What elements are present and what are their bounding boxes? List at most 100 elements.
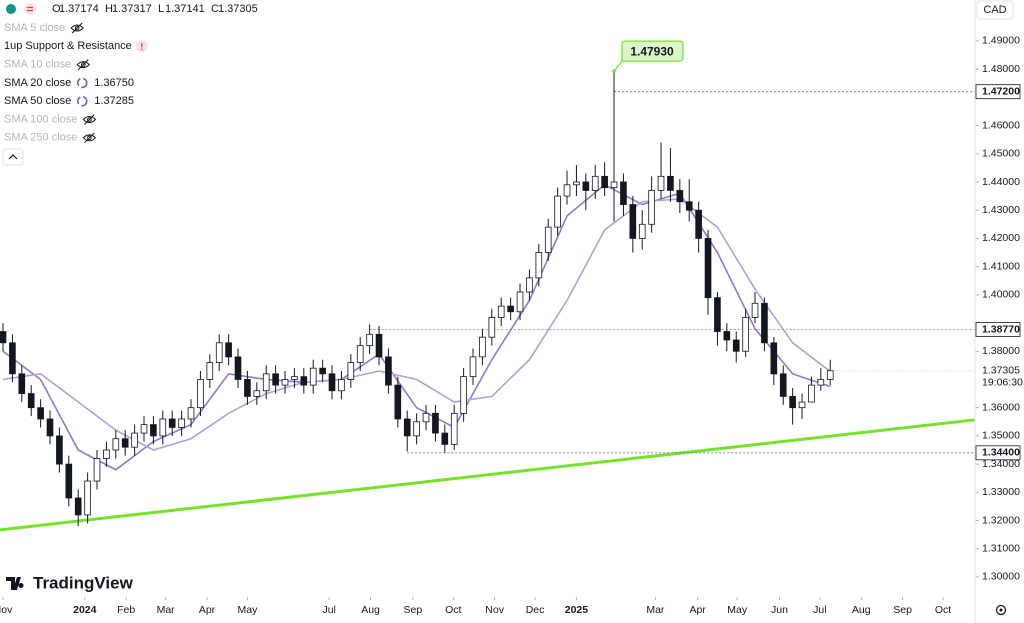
indicator-name[interactable]: SMA 5 close bbox=[4, 22, 65, 34]
candle-body bbox=[18, 373, 26, 394]
visibility-icon[interactable] bbox=[70, 22, 84, 34]
eye-pupil[interactable] bbox=[87, 117, 92, 122]
candle-body bbox=[103, 449, 110, 459]
candle-body bbox=[648, 190, 655, 225]
candle-body bbox=[9, 342, 16, 375]
candle-body bbox=[347, 362, 355, 380]
candle-body bbox=[178, 418, 185, 428]
candle-body bbox=[46, 418, 54, 437]
visibility-icon[interactable] bbox=[82, 132, 97, 144]
x-tick-label: Nov bbox=[485, 604, 504, 616]
candle-body bbox=[159, 418, 167, 437]
last-price-timer: 19:06:30 bbox=[982, 377, 1023, 389]
visibility-icon[interactable] bbox=[76, 59, 90, 70]
candle-body bbox=[563, 184, 571, 197]
y-tick-label: 1.46000 bbox=[982, 119, 1020, 131]
candle-body bbox=[234, 356, 242, 380]
eye-slash[interactable] bbox=[71, 22, 83, 34]
candle-body bbox=[385, 356, 392, 386]
x-tick-label: Oct bbox=[935, 604, 951, 616]
ohlc-key: L bbox=[158, 3, 164, 15]
candle-body bbox=[685, 201, 693, 211]
candle-body bbox=[93, 458, 101, 482]
candle-body bbox=[375, 333, 383, 358]
alert-dot bbox=[141, 48, 143, 51]
collapse-icon[interactable] bbox=[8, 154, 18, 160]
x-tick-label: Jun bbox=[771, 604, 788, 616]
eye-slash[interactable] bbox=[84, 132, 95, 144]
status-icon-lines bbox=[27, 6, 33, 12]
level-label: 1.38770 bbox=[982, 323, 1020, 335]
logo: TradingView bbox=[6, 573, 134, 592]
candle-body bbox=[479, 336, 486, 358]
candle-body bbox=[215, 342, 223, 363]
x-tick-label: Mar bbox=[157, 604, 176, 616]
candle-body bbox=[403, 418, 411, 437]
candle-body bbox=[591, 175, 599, 191]
candle-body bbox=[582, 181, 590, 191]
candle-body bbox=[272, 373, 279, 386]
ohlc-value: 1.37174 bbox=[59, 3, 99, 15]
annotation-label: 1.47930 bbox=[630, 44, 674, 58]
candle-body bbox=[714, 297, 721, 332]
currency[interactable]: CAD bbox=[983, 4, 1006, 16]
candle-body bbox=[751, 302, 759, 318]
trendline bbox=[0, 418, 976, 532]
indicator-name[interactable]: 1up Support & Resistance bbox=[4, 40, 132, 52]
candle-body bbox=[469, 356, 477, 378]
candle-body bbox=[356, 345, 364, 363]
eye-pupil[interactable] bbox=[80, 62, 86, 67]
candle-body bbox=[140, 424, 148, 434]
candle-body bbox=[450, 412, 458, 445]
eye-slash[interactable] bbox=[84, 114, 95, 125]
x-tick-label: Aug bbox=[361, 604, 380, 616]
level-label-box bbox=[975, 84, 1021, 100]
indicator-name[interactable]: SMA 100 close bbox=[4, 113, 77, 125]
series-name[interactable]: SMA 50 close bbox=[4, 95, 71, 107]
candle-body bbox=[225, 342, 232, 358]
x-tick-label: Apr bbox=[199, 604, 216, 616]
status-dot bbox=[6, 4, 16, 14]
x-tick-label: Jul bbox=[813, 604, 826, 616]
candle-body bbox=[281, 379, 289, 386]
candle-body bbox=[610, 181, 618, 189]
candle-body bbox=[516, 291, 524, 313]
candle-body bbox=[244, 379, 251, 397]
candle-body bbox=[817, 379, 825, 386]
currency-box[interactable] bbox=[976, 0, 1014, 20]
candle-body bbox=[422, 412, 430, 423]
x-tick-label: Sep bbox=[404, 604, 423, 616]
eye-pupil[interactable] bbox=[74, 25, 80, 31]
plot-area: 1.47930 bbox=[0, 40, 976, 532]
x-tick-label: Dec bbox=[526, 604, 545, 616]
eye-pupil[interactable] bbox=[87, 135, 92, 141]
collapse-button[interactable] bbox=[2, 148, 24, 166]
y-tick-label: 1.32000 bbox=[982, 514, 1020, 526]
series-name[interactable]: SMA 20 close bbox=[4, 77, 71, 89]
candle-body bbox=[432, 412, 439, 434]
x-tick-label: Apr bbox=[690, 604, 707, 616]
series-value: 1.36750 bbox=[94, 77, 134, 89]
ohlc-value: 1.37305 bbox=[218, 3, 258, 15]
candle-body bbox=[441, 432, 449, 445]
settings-icon-dot[interactable] bbox=[999, 608, 1003, 612]
candle-body bbox=[394, 384, 402, 420]
eye-slash[interactable] bbox=[77, 59, 89, 70]
ohlc-key: O bbox=[52, 3, 61, 15]
visibility-icon[interactable] bbox=[82, 114, 97, 125]
ohlc-value: 1.37317 bbox=[112, 3, 152, 15]
x-tick-label: Aug bbox=[852, 604, 871, 616]
status-icon bbox=[24, 3, 36, 15]
settings-icon[interactable] bbox=[995, 604, 1007, 616]
y-tick-label: 1.44000 bbox=[982, 176, 1020, 188]
last-price-box bbox=[976, 363, 1020, 390]
candle-body bbox=[798, 401, 806, 409]
candle-body bbox=[526, 277, 533, 293]
y-tick-label: 1.38000 bbox=[982, 345, 1020, 357]
indicator-name[interactable]: SMA 250 close bbox=[4, 132, 77, 144]
indicator-name[interactable]: SMA 10 close bbox=[4, 59, 71, 71]
x-tick-label: Oct bbox=[445, 604, 461, 616]
candle-body bbox=[808, 384, 815, 403]
header: CAD TradingView O1.37174 H 1.37317 L 1.37141… bbox=[2, 0, 1014, 616]
